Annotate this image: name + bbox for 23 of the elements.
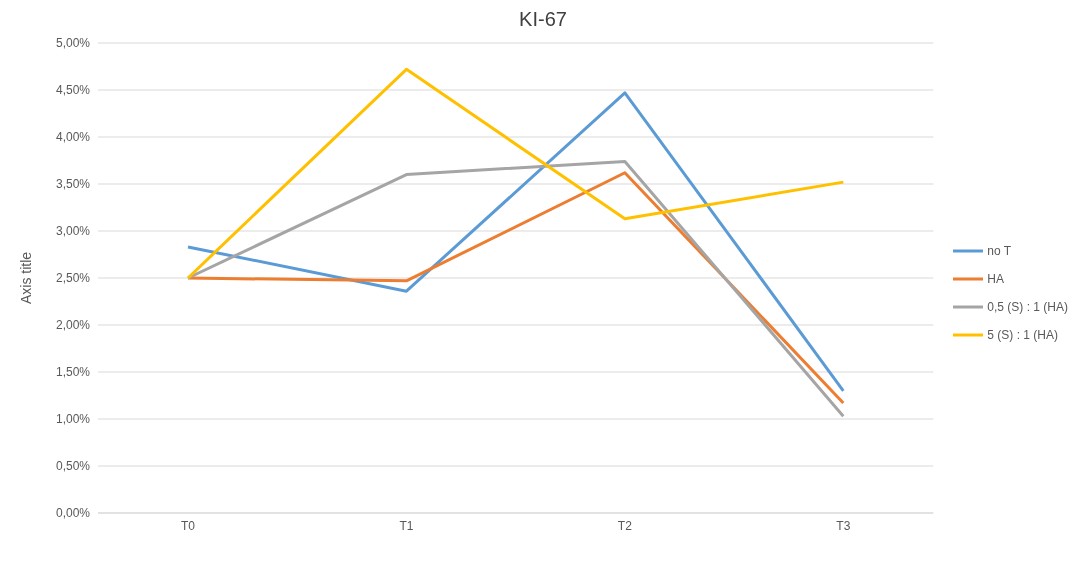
legend-label: 5 (S) : 1 (HA): [987, 328, 1058, 342]
legend-label: 0,5 (S) : 1 (HA): [987, 300, 1068, 314]
y-tick-label: 4,00%: [55, 130, 91, 145]
y-tick-label: 0,00%: [55, 506, 91, 521]
y-tick-label: 1,50%: [55, 365, 91, 380]
y-tick-label: 2,50%: [55, 271, 91, 286]
legend-label: HA: [987, 272, 1004, 286]
x-tick-label: T1: [399, 518, 414, 533]
chart-title: KI-67: [518, 8, 568, 31]
line-series: [186, 67, 845, 280]
y-tick-label: 4,50%: [55, 83, 91, 98]
x-tick-label: T3: [836, 518, 851, 533]
line-series: [186, 91, 845, 393]
y-axis-title: Axis title: [17, 251, 34, 305]
x-tick-label: T2: [617, 518, 633, 533]
y-tick-label: 5,00%: [55, 36, 91, 51]
x-tick-label: T0: [180, 518, 196, 533]
y-tick-label: 3,00%: [55, 224, 91, 239]
y-tick-label: 1,00%: [55, 412, 91, 427]
y-tick-label: 3,50%: [55, 177, 91, 192]
legend-label: no T: [987, 244, 1012, 258]
y-tick-label: 0,50%: [55, 459, 91, 474]
y-tick-label: 2,00%: [55, 318, 91, 333]
